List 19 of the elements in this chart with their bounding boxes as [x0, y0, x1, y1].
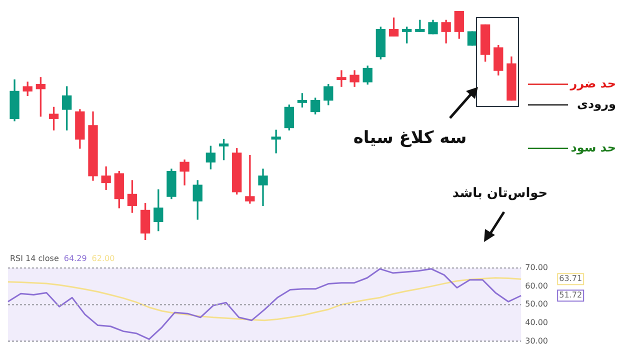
annotation: سه کلاغ سیاه: [352, 128, 468, 148]
text: 63.71: [559, 274, 582, 284]
candlestick: [415, 20, 425, 32]
annotation: حواس‌تان باشد: [451, 186, 549, 202]
y-tick-label: 70.00: [525, 263, 548, 272]
candlestick: [271, 130, 281, 154]
ref-line-label: حد ضرر: [569, 76, 616, 90]
ref-line-label: ورودی: [577, 97, 616, 112]
y-tick-label: 30.00: [525, 336, 548, 346]
y-tick-label: 60.00: [525, 281, 548, 290]
candlestick: [336, 70, 346, 87]
text: 62.00: [92, 254, 115, 263]
y-tick-label: 50.00: [525, 300, 548, 309]
text: 64.29: [64, 254, 87, 263]
y-tick-label: 40.00: [525, 318, 548, 327]
chart-title: RSI 14 close: [10, 254, 59, 263]
candlestick: [245, 154, 255, 204]
text: 51.72: [559, 290, 582, 300]
ref-line-label: حد سود: [570, 140, 616, 155]
